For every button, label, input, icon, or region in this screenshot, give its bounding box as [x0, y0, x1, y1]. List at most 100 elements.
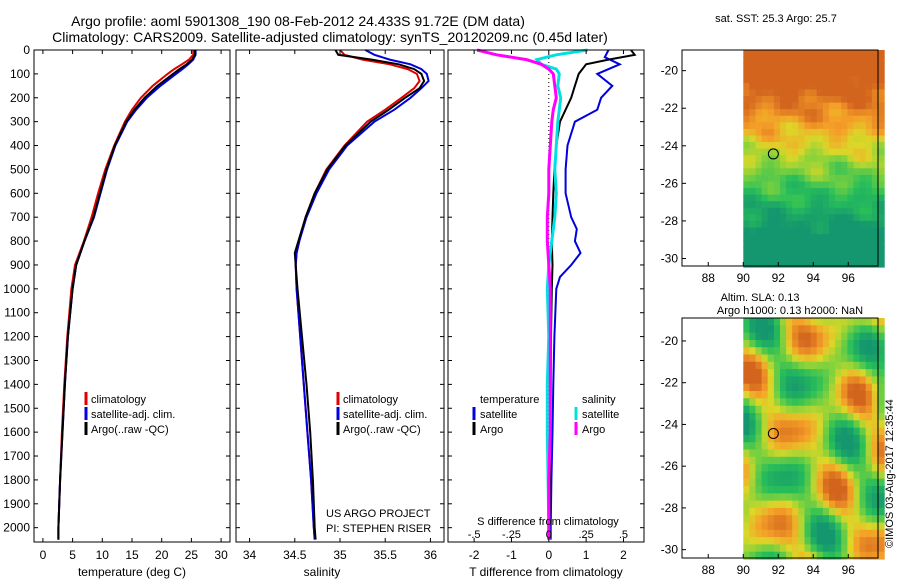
map-cell	[853, 168, 861, 176]
map-cell	[853, 109, 861, 117]
map-cell	[859, 376, 867, 385]
map-cell	[810, 194, 818, 202]
map-cell	[749, 427, 757, 436]
map-cell	[792, 128, 799, 137]
map-cell	[835, 507, 842, 516]
map-cell	[816, 188, 824, 196]
map-cell	[878, 214, 885, 222]
map-cell	[853, 194, 861, 202]
map-cell	[780, 234, 787, 242]
map-cell	[755, 135, 763, 143]
map-cell	[810, 82, 818, 91]
map-cell	[798, 69, 806, 77]
map-cell	[835, 354, 842, 363]
map-cell	[786, 188, 793, 196]
map-cell	[847, 253, 855, 261]
map-cell	[816, 500, 824, 509]
map-cell	[780, 507, 787, 516]
map-cell	[792, 347, 799, 356]
map-cell	[822, 181, 830, 189]
map-cell	[822, 515, 830, 524]
map-cell	[859, 201, 867, 209]
map-cell	[804, 405, 812, 414]
map-cell	[786, 339, 793, 348]
map-cell	[871, 181, 879, 189]
temperature-xtick-label: 15	[125, 548, 139, 562]
map-cell	[743, 434, 750, 443]
map-ytick-label: -30	[661, 251, 679, 265]
map-cell	[755, 122, 763, 130]
map-cell	[835, 405, 842, 414]
map-cell	[792, 391, 799, 399]
map-cell	[767, 69, 775, 77]
map-cell	[847, 240, 855, 248]
map-cell	[865, 551, 873, 560]
map-cell	[847, 155, 855, 163]
map-cell	[798, 109, 806, 117]
map-cell	[755, 522, 763, 531]
map-cell	[853, 449, 861, 458]
map-cell	[871, 361, 879, 370]
map-cell	[755, 471, 763, 480]
map-cell	[792, 76, 799, 84]
map-cell	[816, 391, 824, 399]
map-cell	[780, 427, 787, 436]
map-cell	[755, 500, 763, 509]
map-ytick-label: -22	[661, 101, 679, 115]
difference-xlabel-bottom: T difference from climatology	[469, 565, 623, 579]
legend-salinity-title: salinity	[582, 394, 616, 406]
map-cell	[841, 234, 848, 242]
map-cell	[804, 122, 812, 130]
map-cell	[749, 318, 757, 326]
map-cell	[786, 420, 793, 429]
map-cell	[798, 376, 806, 385]
map-cell	[878, 115, 885, 123]
map-cell	[761, 383, 769, 392]
salinity-line-argo	[293, 49, 426, 540]
map-cell	[792, 142, 799, 150]
map-cell	[829, 515, 836, 524]
map-cell	[829, 181, 836, 189]
map-cell	[871, 194, 879, 202]
map-frame	[681, 317, 879, 559]
map-cell	[829, 493, 836, 502]
map-cell	[847, 442, 855, 451]
map-cell	[780, 456, 787, 465]
map-cell	[829, 354, 836, 363]
map-cell	[865, 260, 873, 268]
map-cell	[749, 220, 757, 229]
map-cell	[853, 155, 861, 163]
map-cell	[841, 155, 848, 163]
map-cell	[804, 82, 812, 91]
map-cell	[865, 537, 873, 545]
map-cell	[773, 361, 781, 370]
map-cell	[780, 551, 787, 560]
map-cell	[841, 361, 848, 370]
map-cell	[767, 247, 775, 255]
map-cell	[798, 247, 806, 255]
map-cell	[780, 544, 787, 553]
map-cell	[878, 240, 885, 248]
map-cell	[780, 420, 787, 429]
map-cell	[810, 247, 818, 255]
map-cell	[859, 128, 867, 137]
map-cell	[810, 537, 818, 545]
map-cell	[755, 361, 763, 370]
map-cell	[786, 201, 793, 209]
map-cell	[810, 142, 818, 150]
map-cell	[773, 207, 781, 215]
map-cell	[853, 478, 861, 487]
map-cell	[786, 220, 793, 229]
map-cell	[761, 128, 769, 137]
map-cell	[786, 500, 793, 509]
map-cell	[816, 148, 824, 156]
map-cell	[749, 155, 757, 163]
map-cell	[853, 376, 861, 385]
map-cell	[847, 168, 855, 176]
map-cell	[878, 464, 885, 472]
map-cell	[780, 96, 787, 104]
map-cell	[773, 442, 781, 451]
map-cell	[773, 96, 781, 104]
map-cell	[878, 128, 885, 137]
map-cell	[859, 405, 867, 414]
